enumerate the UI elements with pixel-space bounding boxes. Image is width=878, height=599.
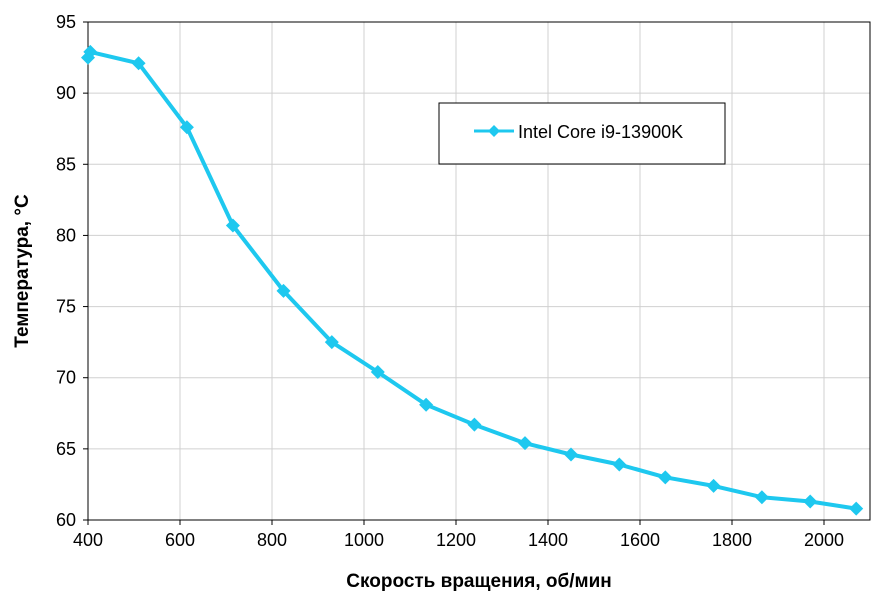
y-tick-label: 95 <box>56 12 76 32</box>
x-tick-label: 1200 <box>436 530 476 550</box>
legend-label: Intel Core i9-13900K <box>518 122 683 142</box>
data-point <box>370 365 385 380</box>
x-tick-label: 1600 <box>620 530 660 550</box>
series-line <box>86 49 857 511</box>
data-point <box>754 490 769 505</box>
data-point <box>467 417 482 432</box>
y-tick-label: 75 <box>56 297 76 317</box>
x-tick-label: 800 <box>257 530 287 550</box>
plot-area <box>88 22 870 520</box>
axes <box>83 21 871 525</box>
legend-marker <box>488 125 500 137</box>
data-point <box>518 436 532 451</box>
data-point <box>564 447 578 462</box>
y-tick-label: 85 <box>56 154 76 174</box>
plot-border <box>87 21 871 521</box>
data-point <box>706 478 721 493</box>
x-tick-label: 1400 <box>528 530 568 550</box>
data-point <box>803 494 818 509</box>
y-tick-label: 90 <box>56 83 76 103</box>
y-tick-label: 70 <box>56 368 76 388</box>
legend-box <box>438 102 726 165</box>
y-tick-label: 80 <box>56 225 76 245</box>
data-point <box>179 120 194 135</box>
x-tick-label: 1800 <box>712 530 752 550</box>
data-point <box>131 56 146 71</box>
x-tick-labels: 400 600 800 1000 1200 1400 1600 1800 2000 <box>73 530 844 550</box>
x-tick-label: 400 <box>73 530 103 550</box>
x-tick-label: 1000 <box>344 530 384 550</box>
x-axis-title: Скорость вращения, об/мин <box>346 571 611 592</box>
y-tick-labels: 60 65 70 75 80 85 90 95 <box>56 12 76 530</box>
data-point <box>658 470 673 485</box>
data-point <box>83 44 98 59</box>
y-tick-label: 65 <box>56 439 76 459</box>
x-tick-label: 2000 <box>804 530 844 550</box>
data-point <box>849 501 864 516</box>
series <box>81 44 864 516</box>
x-tick-label: 600 <box>165 530 195 550</box>
y-axis-title: Температура, °С <box>12 194 33 348</box>
data-point <box>419 397 434 412</box>
data-point <box>612 457 627 472</box>
data-point <box>225 218 240 233</box>
data-point <box>324 335 339 350</box>
data-point <box>276 283 291 298</box>
y-tick-label: 60 <box>56 510 76 530</box>
legend: Intel Core i9-13900K <box>438 102 726 165</box>
